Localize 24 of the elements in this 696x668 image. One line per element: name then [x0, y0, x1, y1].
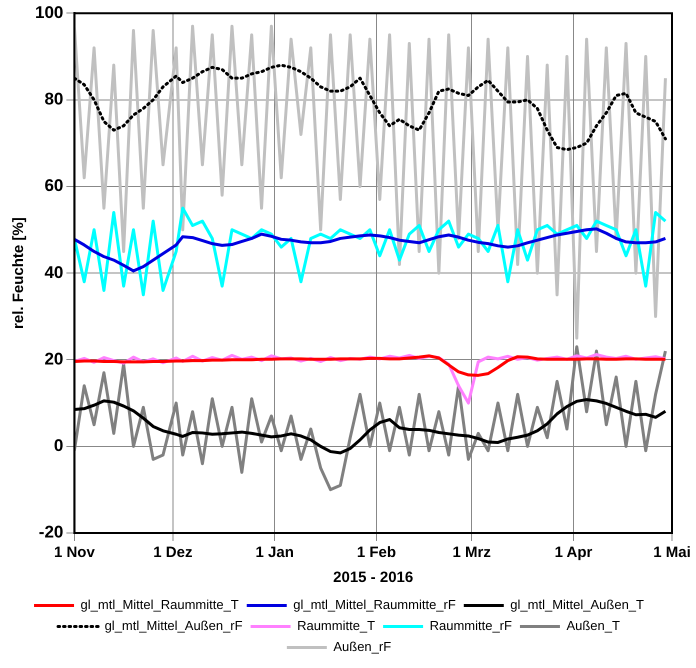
- x-tick-label: 1 Dez: [153, 544, 192, 562]
- legend-label: gl_mtl_Mittel_Außen_T: [510, 597, 644, 612]
- y-tick-label: -20: [38, 522, 64, 542]
- legend-label: gl_mtl_Mittel_Außen_rF: [104, 618, 243, 634]
- x-tick-label: 1 Mrz: [452, 544, 491, 562]
- x-tick-label: 1 Nov: [54, 544, 96, 562]
- legend-label: gl_mtl_Mittel_Raummitte_rF: [293, 597, 456, 612]
- y-axis-title: rel. Feuchte [%]: [10, 217, 28, 329]
- y-tick-label: 20: [44, 349, 64, 368]
- y-tick-label: 40: [44, 262, 64, 282]
- legend-label: Raummitte_T: [297, 618, 376, 634]
- legend-label: Raummitte_rF: [430, 618, 512, 634]
- x-tick-label: 1 Jan: [255, 544, 294, 562]
- y-tick-label: 80: [44, 90, 64, 109]
- x-tick-label: 1 Mai: [653, 544, 691, 562]
- legend-label: Außen_T: [566, 618, 620, 634]
- y-tick-label: 100: [34, 2, 64, 22]
- y-tick-label: 0: [54, 436, 64, 456]
- x-axis-title: 2015 - 2016: [333, 569, 414, 586]
- x-tick-label: 1 Apr: [554, 544, 593, 562]
- legend-label: gl_mtl_Mittel_Raummitte_T: [80, 597, 239, 612]
- x-tick-label: 1 Feb: [356, 544, 396, 562]
- legend-label: Außen_rF: [333, 639, 392, 654]
- y-tick-label: 60: [44, 176, 64, 196]
